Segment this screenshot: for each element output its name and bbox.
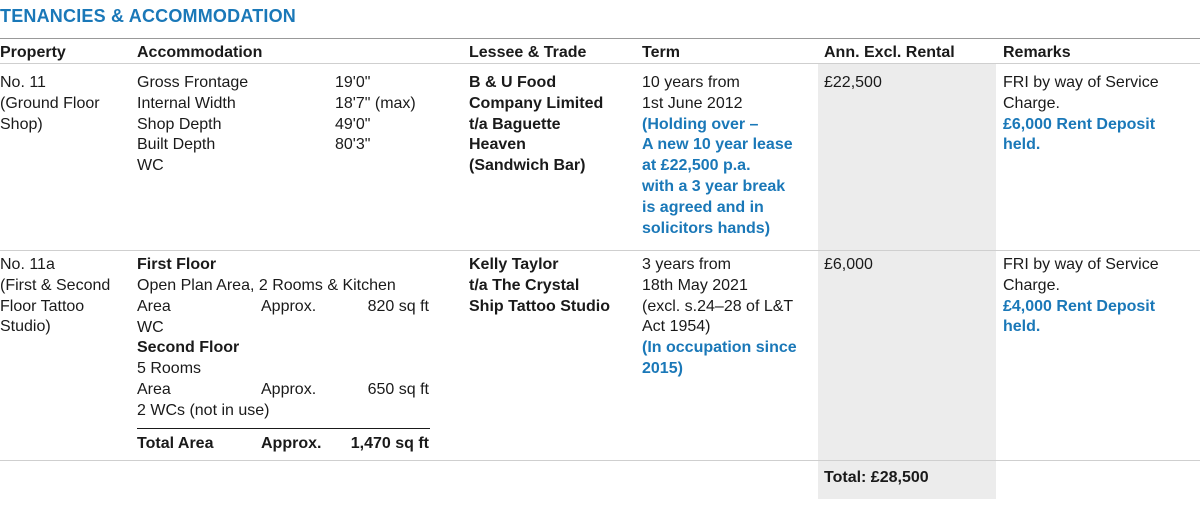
header-rental: Ann. Excl. Rental <box>824 44 955 61</box>
remarks-note-line: £6,000 Rent Deposit <box>1003 115 1156 133</box>
accommodation-value: 18'7" (max) <box>335 94 416 112</box>
remarks-cell: FRI by way of Service Charge. £4,000 Ren… <box>1003 255 1159 338</box>
accommodation-label: Internal Width <box>137 94 236 112</box>
rental-cell: £22,500 <box>824 74 882 91</box>
term-note-line: with a 3 year break <box>642 177 786 195</box>
lessee-line: t/a The Crystal <box>469 276 580 294</box>
lessee-cell: Kelly Taylor t/a The Crystal Ship Tattoo… <box>469 255 610 317</box>
term-note-line: solicitors hands) <box>642 219 771 237</box>
lessee-cell: B & U Food Company Limited t/a Baguette … <box>469 73 603 177</box>
lessee-line: Ship Tattoo Studio <box>469 297 611 315</box>
remarks-note-line: held. <box>1003 136 1041 154</box>
first-floor-area-label: Area <box>137 298 171 315</box>
accommodation-label: Shop Depth <box>137 115 222 133</box>
lessee-line: B & U Food <box>469 74 557 91</box>
first-floor-approx: Approx. <box>261 298 317 315</box>
term-line: 10 years from <box>642 74 740 91</box>
term-line: 3 years from <box>642 256 731 273</box>
accommodation-value: 49'0" <box>335 115 371 133</box>
header-remarks: Remarks <box>1003 44 1071 61</box>
term-note-line: at £22,500 p.a. <box>642 157 751 175</box>
term-line: Act 1954) <box>642 318 711 336</box>
header-property: Property <box>0 44 66 61</box>
second-floor-area: 650 sq ft <box>367 381 429 398</box>
lessee-line: Company Limited <box>469 94 604 112</box>
first-floor-area: 820 sq ft <box>367 298 429 315</box>
property-cell: No. 11 (Ground Floor Shop) <box>0 73 100 135</box>
term-note-line: 2015) <box>642 359 683 377</box>
second-floor-area-label: Area <box>137 381 171 398</box>
rental-column-shade <box>818 63 996 250</box>
lessee-line: Heaven <box>469 136 526 154</box>
lessee-line: (Sandwich Bar) <box>469 157 586 175</box>
total-area-value: 1,470 sq ft <box>350 435 429 452</box>
total-area-label: Total Area <box>137 435 214 452</box>
row-divider <box>0 250 1200 251</box>
rental-cell: £6,000 <box>824 256 873 273</box>
property-line: Floor Tattoo <box>0 297 85 315</box>
lessee-line: Kelly Taylor <box>469 256 559 273</box>
term-cell: 3 years from 18th May 2021 (excl. s.24–2… <box>642 255 797 380</box>
term-cell: 10 years from 1st June 2012 (Holding ove… <box>642 73 793 239</box>
remarks-line: FRI by way of Service <box>1003 74 1159 91</box>
total-rental: Total: £28,500 <box>824 469 929 486</box>
lessee-line: t/a Baguette <box>469 115 561 133</box>
second-floor-extra: 2 WCs (not in use) <box>137 402 270 419</box>
second-floor-desc: 5 Rooms <box>137 360 202 377</box>
property-line: No. 11a <box>0 256 55 273</box>
accommodation-values: 19'0" 18'7" (max) 49'0" 80'3" <box>335 73 416 156</box>
remarks-line: Charge. <box>1003 276 1060 294</box>
total-area-rule <box>137 428 430 429</box>
second-floor-heading: Second Floor <box>137 339 240 356</box>
property-line: Studio) <box>0 318 51 336</box>
accommodation-label: WC <box>137 157 164 175</box>
term-note-line: (In occupation since <box>642 339 797 357</box>
header-accommodation: Accommodation <box>137 44 263 61</box>
term-note-line: A new 10 year lease <box>642 136 793 154</box>
accommodation-labels: Gross Frontage Internal Width Shop Depth… <box>137 73 248 177</box>
first-floor-desc: Open Plan Area, 2 Rooms & Kitchen <box>137 277 396 294</box>
page-title: TENANCIES & ACCOMMODATION <box>0 6 296 26</box>
term-line: 18th May 2021 <box>642 276 748 294</box>
term-line: (excl. s.24–28 of L&T <box>642 297 794 315</box>
remarks-line: FRI by way of Service <box>1003 256 1159 273</box>
row-divider <box>0 460 1200 461</box>
rental-column-shade <box>818 461 996 499</box>
header-divider <box>0 63 1200 64</box>
rental-column-shade <box>818 251 996 460</box>
term-note-line: (Holding over – <box>642 115 759 133</box>
accommodation-label: Gross Frontage <box>137 74 249 91</box>
accommodation-label: Built Depth <box>137 136 216 154</box>
header-lessee: Lessee & Trade <box>469 44 587 61</box>
first-floor-heading: First Floor <box>137 256 217 273</box>
property-line: No. 11 <box>0 74 46 91</box>
table-top-rule <box>0 38 1200 39</box>
remarks-line: Charge. <box>1003 94 1060 112</box>
remarks-note-line: £4,000 Rent Deposit <box>1003 297 1156 315</box>
total-area-approx: Approx. <box>261 435 322 452</box>
second-floor-approx: Approx. <box>261 381 317 398</box>
remarks-cell: FRI by way of Service Charge. £6,000 Ren… <box>1003 73 1159 156</box>
property-line: (Ground Floor <box>0 94 100 112</box>
property-line: Shop) <box>0 115 43 133</box>
first-floor-extra: WC <box>137 319 164 336</box>
accommodation-value: 80'3" <box>335 136 371 154</box>
property-line: (First & Second <box>0 276 111 294</box>
term-note-line: is agreed and in <box>642 198 764 216</box>
header-term: Term <box>642 44 680 61</box>
term-line: 1st June 2012 <box>642 94 743 112</box>
accommodation-value: 19'0" <box>335 74 371 91</box>
remarks-note-line: held. <box>1003 318 1041 336</box>
property-cell: No. 11a (First & Second Floor Tattoo Stu… <box>0 255 110 338</box>
